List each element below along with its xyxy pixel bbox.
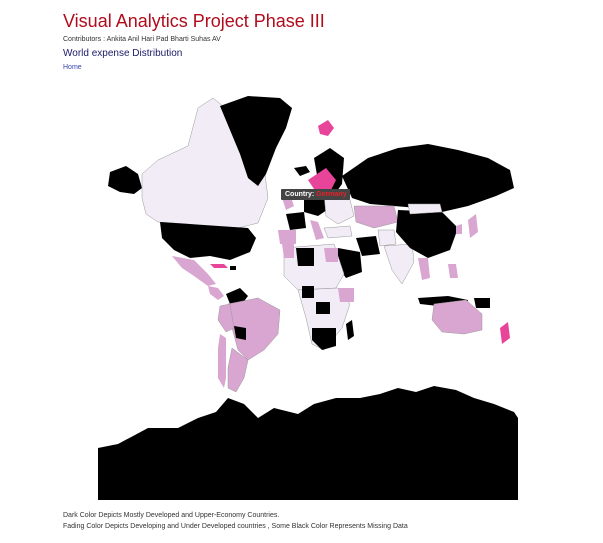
country-bolivia[interactable] xyxy=(234,326,246,340)
country-china[interactable] xyxy=(396,210,458,258)
country-iceland[interactable] xyxy=(294,166,310,176)
country-iran[interactable] xyxy=(356,236,380,256)
country-algeria[interactable] xyxy=(296,248,314,266)
country-svalbard[interactable] xyxy=(318,120,334,136)
country-chile[interactable] xyxy=(218,334,226,388)
map-legend: Dark Color Depicts Mostly Developed and … xyxy=(63,510,408,532)
country-haiti[interactable] xyxy=(230,266,236,270)
country-central-america[interactable] xyxy=(208,286,224,300)
country-thailand[interactable] xyxy=(418,258,430,280)
country-egypt[interactable] xyxy=(324,248,338,262)
country-alaska[interactable] xyxy=(108,166,142,194)
country-france[interactable] xyxy=(286,212,306,230)
country-greenland[interactable] xyxy=(220,96,292,186)
map-subtitle: World expense Distribution xyxy=(63,48,183,59)
home-link[interactable]: Home xyxy=(63,64,82,71)
country-philippines[interactable] xyxy=(448,264,458,278)
country-argentina[interactable] xyxy=(227,347,249,393)
country-morocco[interactable] xyxy=(282,244,294,258)
country-mongolia[interactable] xyxy=(407,203,443,215)
legend-line-developing: Fading Color Depicts Developing and Unde… xyxy=(63,523,408,530)
page-title: Visual Analytics Project Phase III xyxy=(63,11,325,31)
country-italy[interactable] xyxy=(310,220,324,240)
country-antarctica[interactable] xyxy=(98,386,518,500)
country-japan[interactable] xyxy=(468,214,478,238)
country-nigeria[interactable] xyxy=(302,286,314,298)
country-ethiopia[interactable] xyxy=(338,288,354,302)
country-norway-highlight[interactable] xyxy=(308,168,336,192)
country-brazil[interactable] xyxy=(227,297,281,361)
country-australia[interactable] xyxy=(431,299,483,335)
tooltip-label: Country: xyxy=(285,191,315,198)
country-russia[interactable] xyxy=(342,144,514,212)
country-cuba[interactable] xyxy=(210,264,228,268)
legend-line-developed: Dark Color Depicts Mostly Developed and … xyxy=(63,512,280,519)
country-south-africa[interactable] xyxy=(312,328,336,350)
country-spain[interactable] xyxy=(278,230,296,244)
country-afghanistan[interactable] xyxy=(377,229,397,247)
country-india[interactable] xyxy=(383,243,415,285)
country-peru[interactable] xyxy=(217,303,235,333)
country-korea[interactable] xyxy=(456,224,462,234)
world-map xyxy=(98,88,518,500)
tooltip-value: Germany xyxy=(316,191,347,198)
country-kazakhstan[interactable] xyxy=(353,205,399,229)
contributors-text: Contributors : Ankita Anil Hari Pad Bhar… xyxy=(63,36,221,43)
country-png[interactable] xyxy=(474,298,490,308)
country-venezuela[interactable] xyxy=(226,288,248,304)
country-mexico[interactable] xyxy=(172,256,216,286)
country-congo[interactable] xyxy=(316,302,330,314)
country-turkey[interactable] xyxy=(323,225,353,239)
country-usa[interactable] xyxy=(160,222,256,260)
country-new-zealand[interactable] xyxy=(500,322,510,344)
country-tooltip: Country: Germany xyxy=(281,189,351,200)
country-madagascar[interactable] xyxy=(346,320,354,340)
